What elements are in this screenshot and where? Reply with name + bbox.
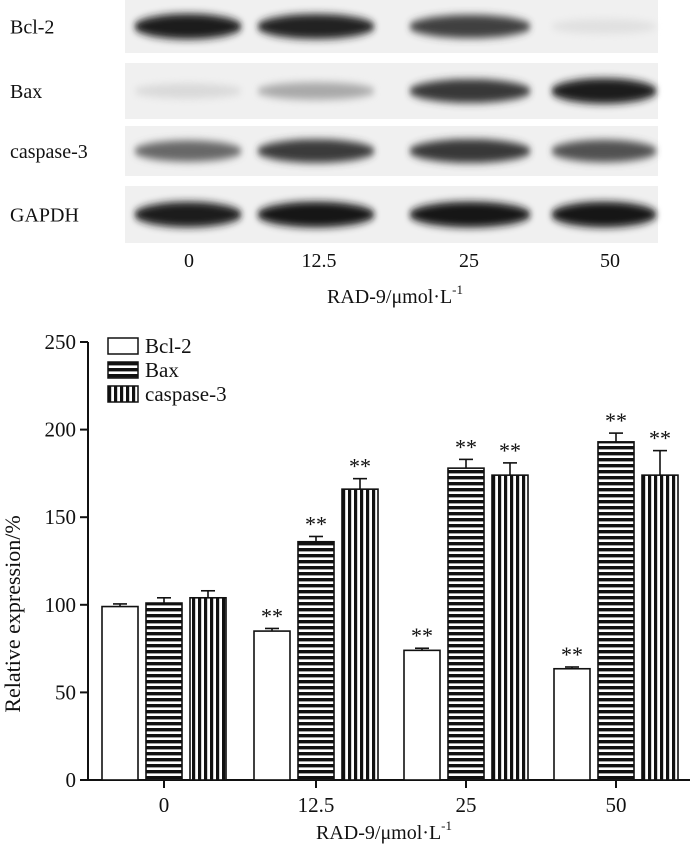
- significance-label: **: [305, 511, 327, 536]
- blot-lane-label: 0: [184, 250, 194, 272]
- bar: [341, 488, 379, 781]
- bar: [101, 605, 139, 781]
- blot-band: [409, 139, 531, 163]
- y-tick-label: 250: [45, 330, 77, 354]
- x-axis-title-main: RAD-9/μmol·L: [316, 822, 441, 844]
- blot-lane-label: 12.5: [302, 250, 337, 272]
- significance-label: **: [649, 426, 671, 451]
- x-tick-label: 25: [456, 793, 477, 817]
- blot-band: [134, 13, 242, 40]
- x-tick-label: 50: [606, 793, 627, 817]
- blot-row-label: Bax: [10, 81, 42, 103]
- blot-band: [409, 14, 531, 39]
- legend-swatch: [107, 337, 139, 355]
- blot-x-axis-title-main: RAD-9/μmol·L: [327, 286, 452, 308]
- blot-band: [551, 201, 657, 228]
- bar: [403, 649, 441, 781]
- blot-x-axis-title-sup: -1: [452, 282, 463, 297]
- bar: [253, 630, 291, 781]
- bar: [145, 602, 183, 781]
- y-tick-label: 150: [45, 505, 77, 529]
- blot-band: [257, 13, 375, 40]
- x-tick-label: 0: [159, 793, 170, 817]
- blot-lane-label: 25: [459, 250, 479, 272]
- bar: [641, 474, 679, 781]
- blot-row-label: Bcl-2: [10, 17, 54, 39]
- blot-band: [409, 79, 531, 103]
- blot-band: [134, 140, 242, 162]
- significance-label: **: [261, 603, 283, 628]
- x-axis-title-sup: -1: [441, 818, 452, 833]
- blot-band: [551, 19, 657, 34]
- blot-x-axis-title: RAD-9/μmol·L-1: [327, 282, 463, 308]
- significance-label: **: [499, 438, 521, 463]
- blot-band: [257, 201, 375, 228]
- significance-label: **: [605, 408, 627, 433]
- bar: [597, 441, 635, 781]
- blot-lane-label: 50: [600, 250, 620, 272]
- y-axis-title: Relative expression/%: [0, 515, 25, 712]
- blot-band: [257, 139, 375, 163]
- legend-label: Bax: [145, 358, 179, 382]
- blot-band: [134, 83, 242, 99]
- blot-band: [134, 201, 242, 228]
- bar: [447, 467, 485, 781]
- chart-bars: ** ** ** ** ** ** ** ** **: [101, 408, 679, 781]
- blot-band: [551, 78, 657, 104]
- y-tick-label: 100: [45, 593, 77, 617]
- y-tick-label: 200: [45, 418, 77, 442]
- blot-row-label: caspase-3: [10, 141, 88, 163]
- significance-label: **: [349, 454, 371, 479]
- y-tick-label: 50: [55, 680, 76, 704]
- significance-label: **: [411, 623, 433, 648]
- legend-swatch: [107, 385, 139, 403]
- bar: [553, 667, 591, 781]
- significance-label: **: [455, 434, 477, 459]
- significance-label: **: [561, 642, 583, 667]
- y-tick-label: 0: [66, 768, 77, 792]
- blot-band: [551, 139, 657, 163]
- legend-label: Bcl-2: [145, 334, 192, 358]
- legend-swatch: [107, 361, 139, 379]
- legend-label: caspase-3: [145, 382, 227, 406]
- bar: [297, 540, 335, 781]
- bar: [491, 474, 529, 781]
- blot-band: [409, 201, 531, 228]
- western-blot-panel: Bcl-2 Bax caspase-3 GAPDH 0 12.5 25 50 RAD-…: [10, 0, 658, 308]
- blot-row-label: GAPDH: [10, 205, 79, 227]
- blot-band: [257, 82, 375, 100]
- blot-strips: Bcl-2 Bax caspase-3 GAPDH: [10, 0, 658, 243]
- bar: [189, 596, 227, 781]
- x-axis-title: RAD-9/μmol·L-1: [316, 818, 452, 844]
- x-tick-label: 12.5: [298, 793, 335, 817]
